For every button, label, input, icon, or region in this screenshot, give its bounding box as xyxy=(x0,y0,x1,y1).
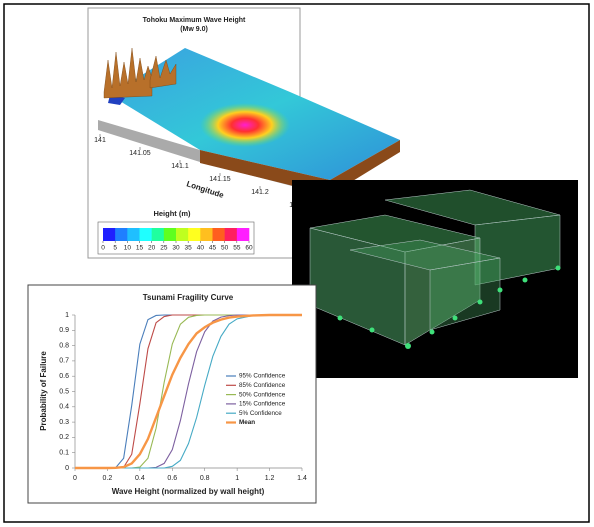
map-subtitle: (Mw 9.0) xyxy=(180,26,208,33)
x-tick-label: 141.05 xyxy=(129,150,151,157)
colorbar-swatch xyxy=(163,228,177,241)
colorbar-tick-label: 20 xyxy=(148,245,156,252)
colorbar-label: Height (m) xyxy=(153,209,191,218)
colorbar-tick-label: 0 xyxy=(101,245,105,252)
series-line xyxy=(75,313,302,470)
y-tick-label: 0.8 xyxy=(59,342,69,349)
fragility-chart: Tsunami Fragility Curve Wave Height (nor… xyxy=(27,284,317,504)
x-tick-label: 1 xyxy=(235,475,239,482)
y-tick-label: 0.9 xyxy=(59,327,69,334)
colorbar-swatch xyxy=(103,228,116,241)
x-axis-label: Wave Height (normalized by wall height) xyxy=(112,487,265,496)
y-axis-label: Probability of Failure xyxy=(39,351,48,431)
colorbar-tick-label: 10 xyxy=(124,245,132,252)
colorbar-swatch xyxy=(176,228,189,241)
x-tick-label: 0.6 xyxy=(167,475,177,482)
y-tick-label: 0.2 xyxy=(59,434,69,441)
colorbar-tick-label: 55 xyxy=(233,245,241,252)
colorbar-swatch xyxy=(151,228,165,241)
wave-peak xyxy=(200,103,290,147)
colorbar-swatch xyxy=(139,228,152,241)
x-tick-label: 0 xyxy=(73,475,77,482)
chart-title: Tsunami Fragility Curve xyxy=(143,293,234,302)
y-tick-label: 0.4 xyxy=(59,404,69,411)
legend-label: 95% Confidence xyxy=(239,373,286,380)
colorbar-box xyxy=(97,221,255,255)
map-title: Tohoku Maximum Wave Height xyxy=(143,17,246,24)
colorbar-swatch xyxy=(200,228,213,241)
coast-spikes xyxy=(103,47,177,99)
legend-label: 85% Confidence xyxy=(239,382,286,389)
wave-map: Tohoku Maximum Wave Height (Mw 9.0) Long… xyxy=(87,7,400,259)
legend-label: Mean xyxy=(239,419,255,426)
x-tick-label: 1.4 xyxy=(297,475,307,482)
colorbar-swatch xyxy=(224,228,238,241)
legend-label: 50% Confidence xyxy=(239,391,286,398)
legend-label: 15% Confidence xyxy=(239,401,286,408)
x-tick-label: 1.2 xyxy=(265,475,275,482)
colorbar-tick-label: 40 xyxy=(197,245,205,252)
colorbar-swatch xyxy=(212,228,225,241)
colorbar-tick-label: 60 xyxy=(245,245,253,252)
colorbar-swatch xyxy=(115,228,128,241)
x-tick-label: 141.1 xyxy=(171,163,189,170)
colorbar-swatch xyxy=(188,228,201,241)
colorbar-tick-label: 15 xyxy=(136,245,144,252)
x-tick-label: 0.4 xyxy=(135,475,145,482)
legend-label: 5% Confidence xyxy=(239,410,282,417)
y-tick-label: 0.5 xyxy=(59,388,69,395)
building-model xyxy=(292,180,578,378)
colorbar-tick-label: 5 xyxy=(113,245,117,252)
y-tick-label: 0.3 xyxy=(59,419,69,426)
x-tick-label: 0.8 xyxy=(200,475,210,482)
colorbar-tick-label: 35 xyxy=(185,245,193,252)
y-tick-label: 1 xyxy=(65,312,69,319)
x-tick-label: 0.2 xyxy=(103,475,113,482)
colorbar-tick-label: 25 xyxy=(160,245,168,252)
x-tick-label: 141 xyxy=(94,137,106,144)
x-tick-label: 141.2 xyxy=(251,189,269,196)
y-tick-label: 0.6 xyxy=(59,373,69,380)
x-tick-label: 141.15 xyxy=(209,176,231,183)
colorbar-tick-label: 50 xyxy=(221,245,229,252)
y-tick-label: 0.1 xyxy=(59,450,69,457)
colorbar-swatch xyxy=(236,228,250,241)
colorbar-tick-label: 30 xyxy=(172,245,180,252)
colorbar-tick-label: 45 xyxy=(209,245,217,252)
building-blocks xyxy=(309,189,561,346)
y-tick-label: 0.7 xyxy=(59,358,69,365)
y-tick-label: 0 xyxy=(65,465,69,472)
colorbar-swatch xyxy=(127,228,140,241)
